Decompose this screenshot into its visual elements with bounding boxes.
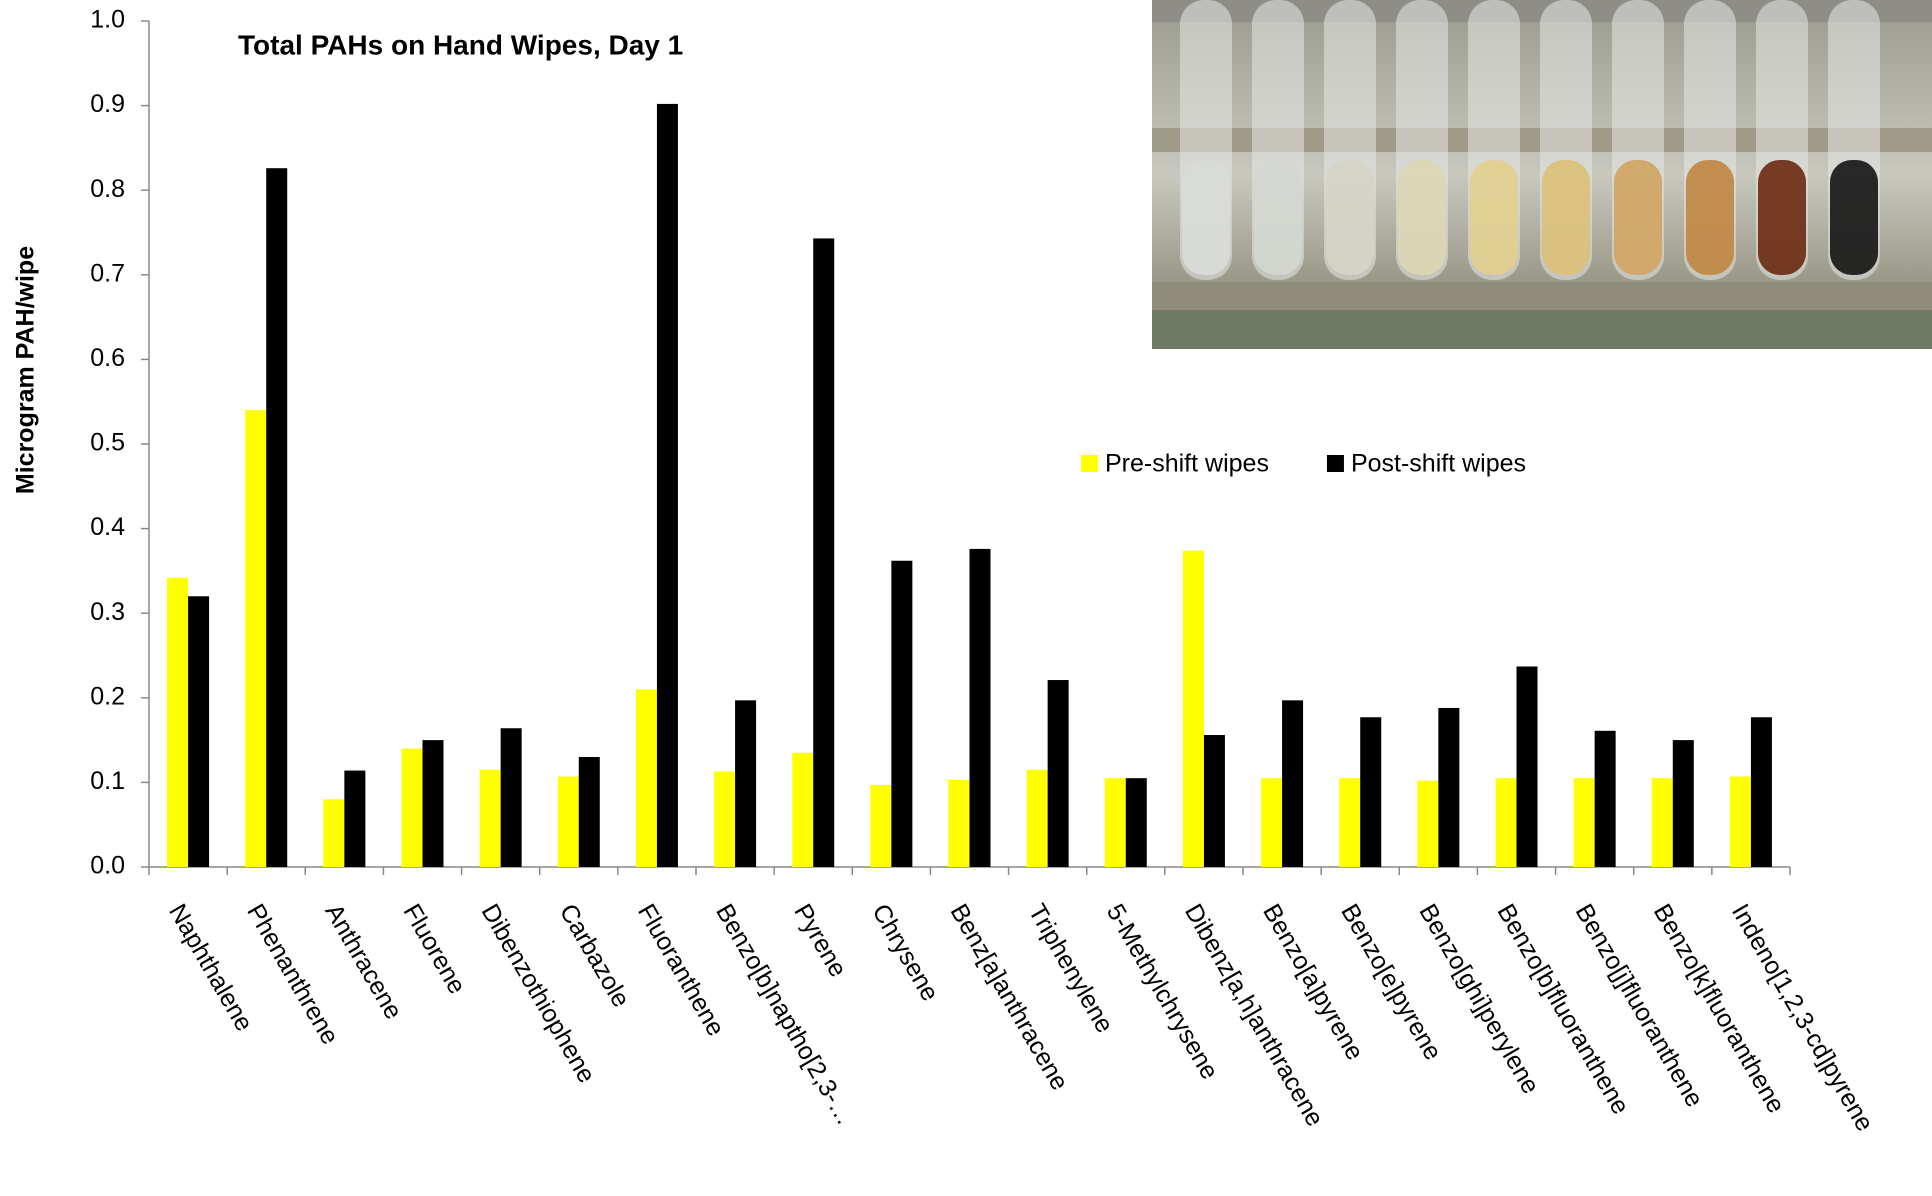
bar (1104, 778, 1126, 867)
bar (1729, 776, 1751, 867)
bar (1339, 778, 1361, 867)
tube-liquid (1758, 160, 1806, 275)
bar (735, 700, 757, 867)
bar (1750, 717, 1772, 867)
bar (266, 168, 288, 868)
x-tick-label: Benzo[b]naptho[2,3-… (710, 899, 859, 1130)
x-tick-label: Chrysene (866, 899, 944, 1006)
tube-liquid (1686, 160, 1734, 275)
y-tick-label: 0.0 (90, 852, 125, 880)
legend-label: Post-shift wipes (1351, 450, 1526, 478)
y-tick-label: 1.0 (90, 6, 125, 34)
tube-liquid (1254, 160, 1302, 275)
bar (344, 770, 366, 867)
bar (1360, 717, 1382, 867)
bar (1594, 730, 1616, 867)
bar (188, 596, 210, 867)
x-tick-label: Anthracene (319, 899, 407, 1024)
bar (792, 752, 814, 867)
bar (422, 740, 444, 867)
y-tick-label: 0.6 (90, 344, 125, 372)
y-tick-label: 0.8 (90, 175, 125, 203)
x-tick-label: Carbazole (554, 899, 635, 1012)
y-tick-label: 0.9 (90, 90, 125, 118)
tube-liquid (1326, 160, 1374, 275)
legend-swatch (1326, 455, 1344, 472)
bar (1438, 707, 1460, 867)
x-tick-label: Naphthalene (163, 899, 258, 1036)
bar (1651, 778, 1673, 867)
bar (635, 689, 657, 867)
bar (578, 757, 600, 867)
bar (1203, 735, 1225, 867)
photo-inset (1152, 0, 1932, 349)
tube-liquid (1398, 160, 1446, 275)
bar (891, 560, 913, 867)
tube-liquid (1182, 160, 1230, 275)
bar (656, 103, 678, 867)
bar (714, 771, 736, 867)
y-axis-label: Microgram PAH/wipe (12, 246, 40, 494)
bar (948, 779, 970, 867)
y-tick-label: 0.5 (90, 429, 125, 457)
bar (1125, 778, 1147, 867)
x-tick-label: Pyrene (788, 899, 852, 982)
y-tick-label: 0.4 (90, 513, 125, 541)
y-tick-label: 0.1 (90, 767, 125, 795)
bar (1672, 740, 1694, 867)
y-tick-label: 0.3 (90, 598, 125, 626)
bar (1282, 700, 1304, 867)
x-tick-label: Dibenz[a,h]anthracene (1179, 899, 1329, 1131)
x-tick-label: Indeno[1,2,3-cd]pyrene (1726, 899, 1879, 1136)
bar (1182, 550, 1204, 867)
tube-liquid (1470, 160, 1518, 275)
bar (323, 799, 345, 867)
bar (167, 577, 189, 867)
bar (479, 769, 501, 867)
bar (1261, 778, 1283, 867)
bar (969, 548, 991, 867)
bar (557, 776, 579, 867)
chart-title: Total PAHs on Hand Wipes, Day 1 (238, 29, 683, 60)
legend-swatch (1081, 455, 1098, 472)
legend: Pre-shift wipes Post-shift wipes (1081, 450, 1526, 478)
bar (401, 748, 423, 867)
x-tick-label: Fluorene (398, 899, 472, 998)
tubes (1180, 0, 1880, 280)
bar (245, 410, 267, 867)
bar (870, 784, 892, 867)
bar (1573, 778, 1595, 867)
bar (500, 728, 522, 867)
y-tick-label: 0.7 (90, 259, 125, 287)
bar (1417, 780, 1439, 867)
bar (1026, 769, 1048, 867)
bar (1495, 778, 1517, 867)
tube-liquid (1830, 160, 1878, 275)
rack-base (1152, 282, 1932, 310)
bar (1516, 666, 1538, 867)
bar (813, 238, 835, 867)
legend-label: Pre-shift wipes (1105, 450, 1269, 478)
tube-liquid (1614, 160, 1662, 275)
tube-liquid (1542, 160, 1590, 275)
y-tick-label: 0.2 (90, 682, 125, 710)
bar (1047, 680, 1069, 867)
rack-floor (1152, 310, 1932, 349)
